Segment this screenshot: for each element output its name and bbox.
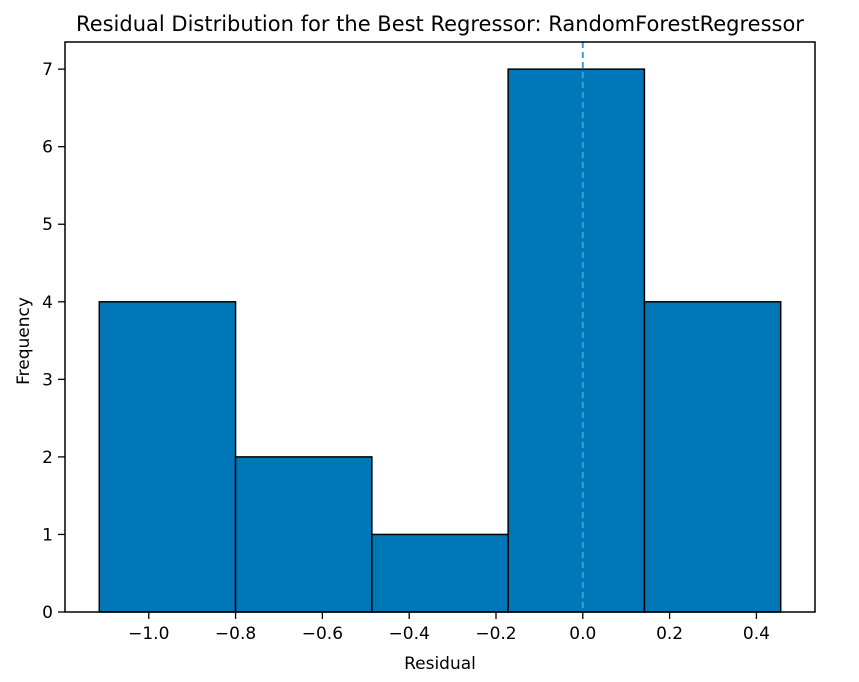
x-tick-label: −1.0 [128,624,169,644]
histogram-bar [234,456,373,613]
bars [98,68,782,613]
x-tick-label: −0.4 [389,624,430,644]
histogram-bar [643,301,782,613]
x-tick-label: −0.6 [302,624,343,644]
histogram-bar [98,301,237,613]
x-tick-label: 0.4 [743,624,770,644]
y-tick-label: 6 [42,138,53,158]
x-axis: −1.0 −0.8 −0.6 −0.4 −0.2 0.0 0.2 0.4 [128,612,770,644]
y-tick-label: 7 [42,60,53,80]
histogram-bar [371,533,509,613]
x-tick-label: 0.2 [656,624,683,644]
x-axis-label: Residual [404,654,476,674]
x-tick-label: 0.0 [569,624,596,644]
chart-title: Residual Distribution for the Best Regre… [76,12,804,36]
y-tick-label: 0 [42,603,53,623]
y-tick-label: 2 [42,448,53,468]
y-tick-label: 5 [42,215,53,235]
y-tick-label: 4 [42,293,53,313]
plot-frame [64,41,816,613]
histogram-bar [507,68,646,613]
y-tick-label: 1 [42,525,53,545]
x-tick-label: −0.8 [215,624,256,644]
y-axis-label: Frequency [14,297,34,385]
y-axis: 0 1 2 3 4 5 6 7 [42,60,65,623]
x-tick-label: −0.2 [475,624,516,644]
y-tick-label: 3 [42,370,53,390]
